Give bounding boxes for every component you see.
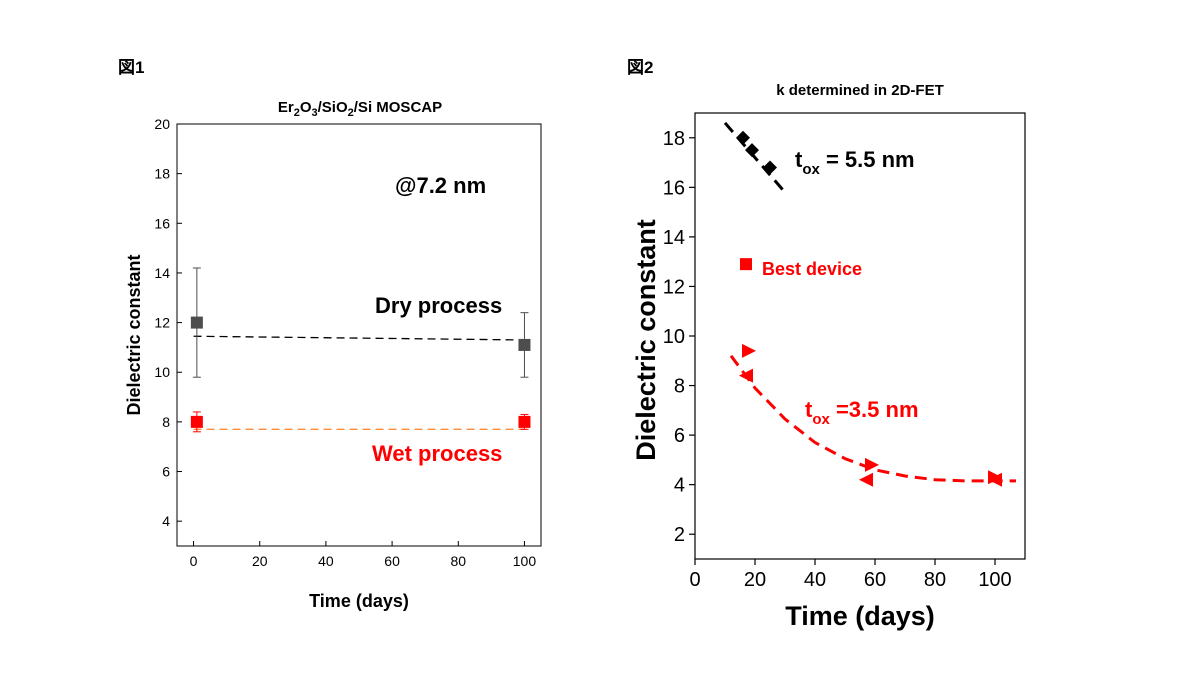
tox-5.5nm-label: tox = 5.5 nm	[795, 147, 915, 178]
chart1-y-tick-label: 16	[154, 215, 170, 231]
chart2-x-tick-label: 60	[864, 569, 886, 591]
dry-point	[190, 316, 203, 329]
tox-5.5nm-diamond-point	[745, 143, 759, 158]
chart2-x-ticks: 0 20 40 60 80 100	[689, 559, 1012, 591]
chart2-x-tick-label: 20	[744, 569, 766, 591]
chart2-y-tick-label: 16	[663, 177, 685, 199]
tox-3.5nm-triangle-left-point	[859, 472, 873, 487]
chart2-y-axis-label: Dielectric constant	[631, 219, 661, 461]
chart2-y-tick-label: 8	[674, 376, 685, 398]
tox-3.5nm-label: tox =3.5 nm	[805, 397, 919, 428]
chart1-y-tick-label: 6	[162, 464, 170, 480]
chart1-y-tick-label: 18	[154, 166, 170, 182]
chart1-y-tick-label: 12	[154, 315, 170, 331]
chart1-y-axis-label: Dielectric constant	[124, 254, 144, 415]
dry-fit-line	[193, 335, 525, 341]
dry-point	[518, 338, 531, 351]
chart1-y-tick-label: 20	[154, 116, 170, 132]
tox-3.5nm-triangle-right-point	[865, 457, 879, 472]
figure2: 図2 k determined in 2D-FET 0 20 40 60 80 100 2…	[627, 58, 1026, 631]
chart1-points	[190, 267, 531, 433]
wet-point	[190, 415, 203, 428]
figure1-label: 図1	[118, 58, 144, 77]
chart1-fit-lines	[193, 335, 525, 430]
chart2-title: k determined in 2D-FET	[776, 82, 944, 99]
chart2-y-tick-label: 14	[663, 227, 685, 249]
chart2-y-tick-label: 12	[663, 276, 685, 298]
chart1-y-tick-label: 8	[162, 414, 170, 430]
best-device-point	[740, 258, 752, 271]
chart2-x-tick-label: 0	[689, 569, 700, 591]
chart1-x-tick-label: 80	[450, 553, 466, 569]
chart1-title: Er2O3/SiO2/Si MOSCAP	[278, 99, 442, 119]
chart2-y-tick-label: 4	[674, 475, 685, 497]
chart2-plot-frame	[694, 112, 1026, 560]
chart2-x-tick-label: 40	[804, 569, 826, 591]
chart1-y-tick-label: 4	[162, 513, 170, 529]
chart2-x-tick-label: 100	[978, 569, 1011, 591]
best-device-label: Best device	[762, 259, 862, 279]
figure2-label: 図2	[627, 58, 653, 77]
tox-3.5nm-triangle-left-point	[739, 368, 753, 383]
tox-3.5nm-fit-curve	[729, 354, 1016, 483]
chart2-points	[736, 130, 1002, 487]
chart2-y-tick-label: 2	[674, 524, 685, 546]
chart1-x-ticks: 0 20 40 60 80 100	[190, 541, 537, 569]
chart1-x-tick-label: 40	[318, 553, 334, 569]
tox-3.5nm-triangle-left-point	[988, 472, 1002, 487]
chart2-fit-lines	[723, 121, 1016, 483]
tox-5.5nm-diamond-point	[736, 130, 750, 145]
chart1-x-tick-label: 100	[513, 553, 537, 569]
chart1-y-tick-label: 10	[154, 364, 170, 380]
chart1-x-tick-label: 20	[252, 553, 268, 569]
wet-process-label: Wet process	[372, 441, 502, 466]
chart1-x-axis-label: Time (days)	[309, 591, 409, 611]
chart2-y-tick-label: 10	[663, 326, 685, 348]
dry-process-label: Dry process	[375, 293, 502, 318]
chart2-y-tick-label: 18	[663, 128, 685, 150]
chart1-x-tick-label: 0	[190, 553, 198, 569]
wet-point	[518, 415, 531, 428]
chart2-y-tick-label: 6	[674, 425, 685, 447]
tox-5.5nm-diamond-point	[763, 160, 777, 175]
figure1: 図1 Er2O3/SiO2/Si MOSCAP 0 20 40 60 80 100 4 6 8…	[118, 58, 542, 611]
chart1-plot-frame	[176, 123, 542, 547]
chart2-y-ticks: 2 4 6 8 10 12 14 16 18	[663, 128, 695, 546]
chart1-y-tick-label: 14	[154, 265, 170, 281]
chart2-x-axis-label: Time (days)	[785, 601, 935, 631]
chart2-x-tick-label: 80	[924, 569, 946, 591]
chart1-annotation: @7.2 nm	[395, 173, 486, 198]
tox-5.5nm-fit-line	[723, 121, 787, 194]
chart1-x-tick-label: 60	[384, 553, 400, 569]
chart1-y-ticks: 4 6 8 10 12 14 16 18 20	[154, 116, 182, 529]
tox-3.5nm-triangle-right-point	[742, 343, 756, 358]
